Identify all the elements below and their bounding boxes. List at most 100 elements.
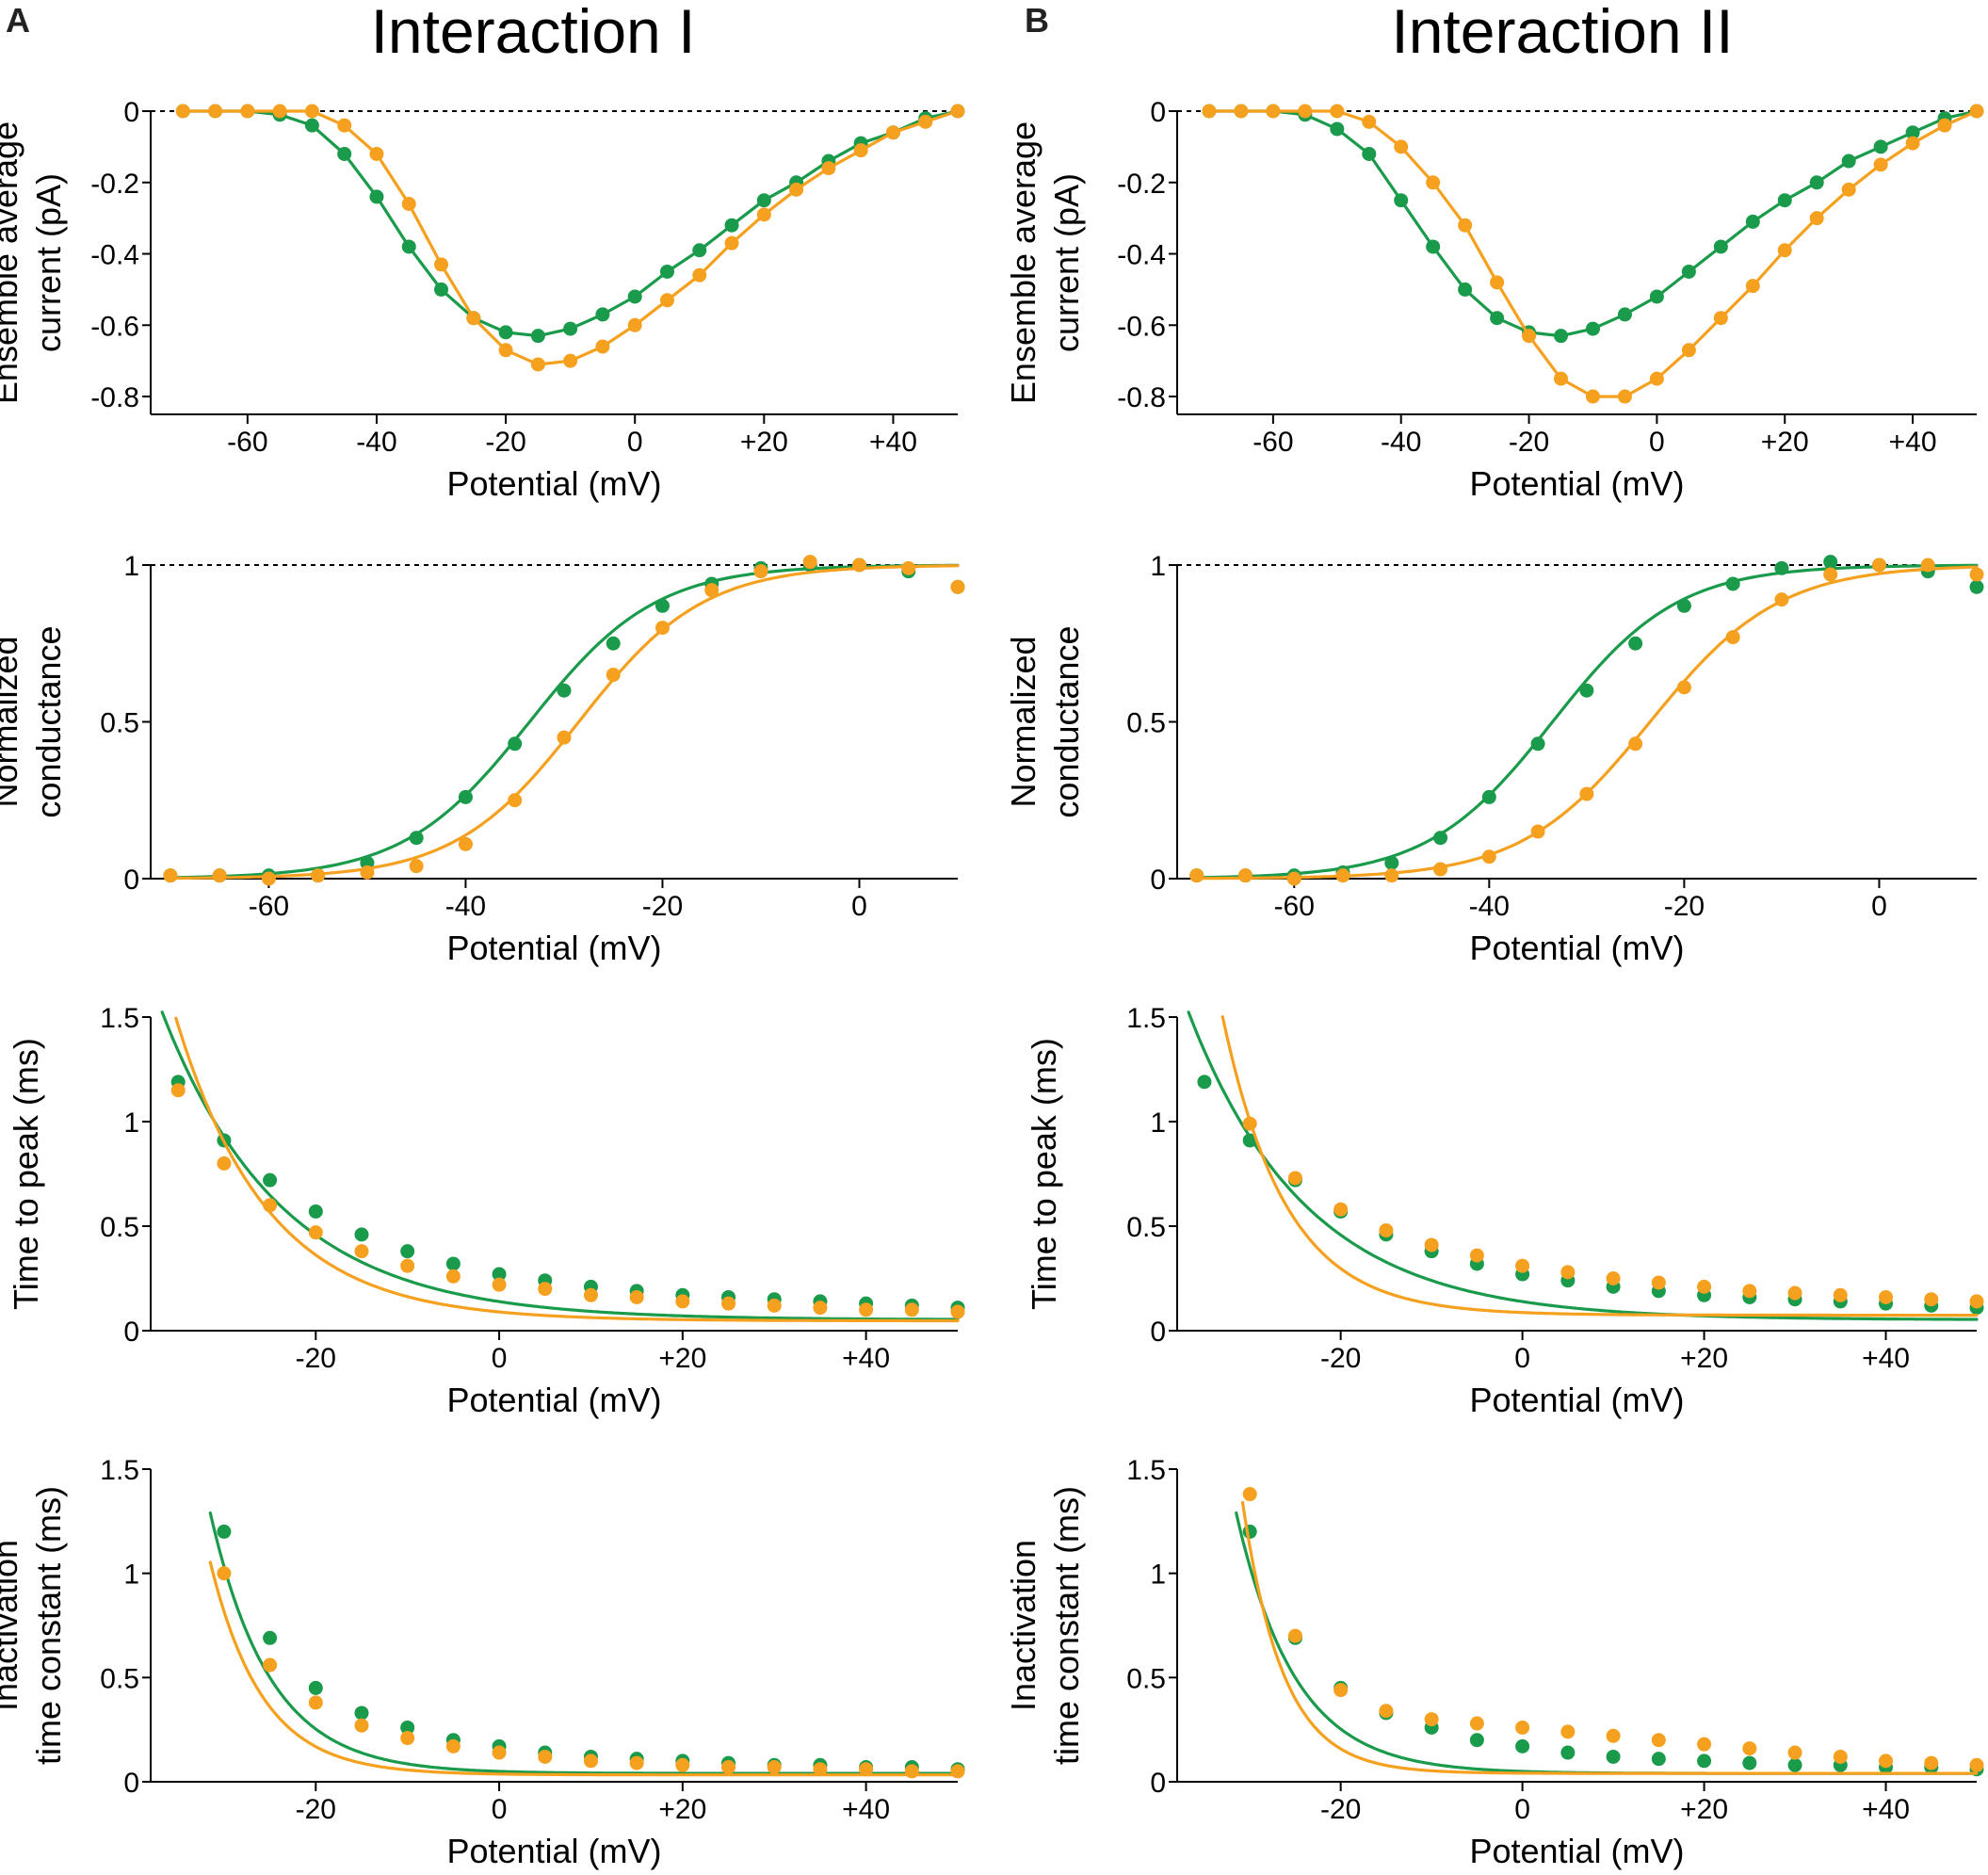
data-point-orange [1384,868,1399,883]
x-tick-label: -40 [445,891,486,922]
data-point-orange [1333,1683,1349,1698]
y-axis-label: Time to peak (ms) [1025,1038,1063,1310]
data-point-orange [1202,104,1217,119]
data-point-green [337,146,352,161]
y-tick-label: 1 [123,551,139,582]
y-tick-label: 0.5 [100,1212,139,1243]
data-point-orange [1530,824,1545,839]
x-tick-label: +40 [1889,427,1937,458]
data-point-orange [311,868,326,883]
data-point-orange [308,1695,323,1710]
data-point-orange [1379,1222,1394,1237]
data-point-green [1651,1752,1666,1767]
y-axis-label-line: Normalized [0,636,24,807]
data-point-orange [851,558,866,573]
data-point-orange [1681,343,1696,358]
data-point-green [1681,264,1696,279]
data-point-orange [1554,371,1569,386]
data-point-orange [1841,182,1856,197]
x-axis-label: Potential (mV) [1469,929,1684,967]
data-point-green [1490,311,1505,326]
data-point-orange [304,104,319,119]
x-axis-label: Potential (mV) [1469,464,1684,503]
data-point-green [409,831,424,846]
data-point-orange [767,1298,782,1313]
data-point-orange [217,1156,232,1171]
data-point-orange [802,555,817,570]
data-point-orange [904,1764,919,1779]
data-point-orange [1394,139,1409,154]
series-orange [1240,1487,1984,1775]
data-point-green [354,1705,369,1721]
data-point-orange [1287,1628,1302,1643]
y-tick-label: 1 [1150,551,1166,582]
data-point-orange [1777,243,1792,258]
data-point-orange [1585,389,1600,404]
y-axis-label-line: conductance [29,625,68,817]
data-point-orange [434,257,449,272]
series-orange [170,1016,965,1323]
data-point-green [1873,139,1888,154]
series-line-orange [169,564,960,881]
data-point-orange [1649,371,1664,386]
data-point-orange [1426,175,1441,190]
series-line-green [1187,1010,1979,1321]
data-point-orange [813,1762,828,1777]
data-point-orange [498,343,513,358]
data-point-orange [400,1731,415,1746]
data-point-orange [261,871,276,886]
data-point-green [498,325,513,340]
data-point-orange [240,104,255,119]
data-point-orange [263,1198,278,1213]
data-point-orange [1266,104,1281,119]
series-line-orange [1240,1500,1979,1775]
x-tick-label: -60 [1253,427,1293,458]
figure-header: A B Interaction I Interaction II [6,0,1734,66]
y-axis-label-line: time constant (ms) [29,1486,68,1765]
data-point-orange [1469,1248,1484,1263]
data-point-orange [1424,1712,1439,1727]
data-point-green [1649,289,1664,304]
y-tick-label: 1.5 [1126,1003,1166,1034]
series-green [1202,104,1984,344]
y-tick-label: -0.6 [1117,311,1166,342]
y-tick-label: -0.2 [1117,169,1166,200]
data-point-green [557,683,572,698]
data-point-orange [538,1282,553,1297]
x-axis-label: Potential (mV) [1469,1832,1684,1870]
data-point-orange [1522,329,1537,344]
data-point-orange [508,793,523,808]
y-tick-label: -0.8 [90,382,139,413]
y-axis-label-line: Normalized [1004,636,1042,807]
series-line-orange [174,1016,960,1323]
data-point-orange [163,868,178,883]
data-point-orange [1833,1287,1848,1302]
y-axis-label-line: Inactivation [0,1540,24,1711]
data-point-orange [859,1302,874,1317]
data-point-orange [308,1225,323,1240]
x-tick-label: +20 [658,1794,706,1825]
series-orange [1220,1015,1984,1317]
y-tick-label: 0 [1150,1317,1166,1348]
data-point-green [655,598,670,613]
data-point-green [1809,175,1824,190]
data-point-orange [629,1289,644,1304]
data-point-orange [1920,558,1935,573]
data-point-green [692,243,707,258]
x-tick-label: 0 [1871,891,1887,922]
series-line-orange [208,1560,960,1777]
y-axis-label-line: Time to peak (ms) [7,1038,45,1310]
x-tick-label: -20 [296,1343,336,1374]
series-line-orange [1195,565,1979,881]
y-tick-label: 0 [123,865,139,896]
data-point-green [530,329,545,344]
x-tick-label: -20 [1664,891,1705,922]
data-point-orange [458,836,473,851]
data-point-green [1777,193,1792,208]
x-tick-label: +20 [1680,1794,1728,1825]
data-point-orange [1873,157,1888,172]
data-point-green [1560,1745,1576,1760]
data-point-orange [1579,786,1594,801]
data-point-orange [659,293,674,308]
y-tick-label: 0 [1150,865,1166,896]
